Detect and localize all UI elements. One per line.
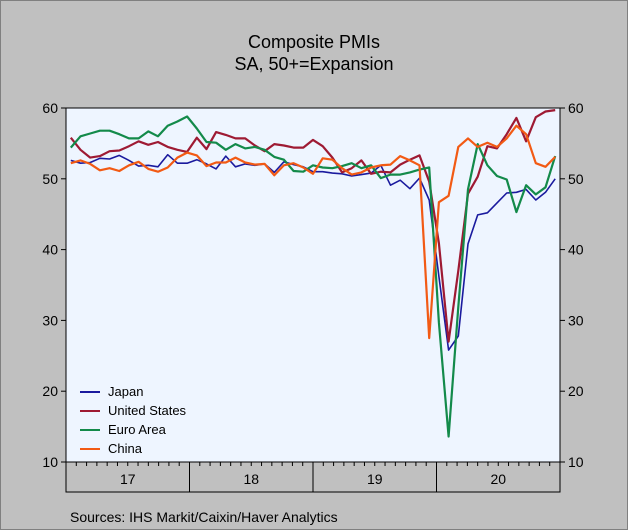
x-tick-label: 20 bbox=[490, 471, 506, 487]
y-tick-label-left: 40 bbox=[42, 242, 58, 258]
legend-label-china: China bbox=[108, 441, 142, 456]
series-line-china bbox=[70, 124, 556, 340]
y-tick-label-right: 30 bbox=[568, 312, 584, 328]
x-tick-label: 17 bbox=[120, 471, 136, 487]
source-note: Sources: IHS Markit/Caixin/Haver Analyti… bbox=[70, 509, 338, 525]
chart-subtitle: SA, 50+=Expansion bbox=[234, 54, 394, 74]
series-line-euro-area bbox=[69, 115, 557, 438]
legend-item-japan: Japan bbox=[80, 382, 186, 401]
legend-swatch-euro-area bbox=[80, 428, 100, 431]
chart-title: Composite PMIs bbox=[247, 32, 381, 52]
y-tick-label-left: 30 bbox=[42, 312, 58, 328]
y-tick-label-right: 20 bbox=[568, 383, 584, 399]
legend: Japan United States Euro Area China bbox=[80, 382, 186, 458]
y-tick-label-right: 50 bbox=[568, 171, 584, 187]
legend-item-china: China bbox=[80, 439, 186, 458]
y-tick-label-left: 50 bbox=[42, 171, 58, 187]
y-tick-label-right: 40 bbox=[568, 242, 584, 258]
legend-label-united-states: United States bbox=[108, 403, 187, 418]
legend-item-euro-area: Euro Area bbox=[80, 420, 186, 439]
legend-label-euro-area: Euro Area bbox=[108, 422, 166, 437]
legend-swatch-china bbox=[80, 447, 100, 450]
y-tick-label-left: 10 bbox=[42, 454, 58, 470]
legend-swatch-united-states bbox=[80, 409, 100, 412]
y-tick-label-right: 60 bbox=[568, 100, 584, 116]
series-line-united-states bbox=[69, 109, 556, 343]
plot-area bbox=[65, 107, 561, 463]
y-tick-label-right: 10 bbox=[568, 454, 584, 470]
legend-item-united-states: United States bbox=[80, 401, 186, 420]
x-tick-label: 18 bbox=[243, 471, 259, 487]
series-line-japan bbox=[70, 153, 556, 351]
legend-swatch-japan bbox=[80, 390, 100, 393]
legend-label-japan: Japan bbox=[108, 384, 144, 399]
x-tick-label: 19 bbox=[367, 471, 383, 487]
y-tick-label-left: 60 bbox=[42, 100, 58, 116]
y-tick-label-left: 20 bbox=[42, 383, 58, 399]
